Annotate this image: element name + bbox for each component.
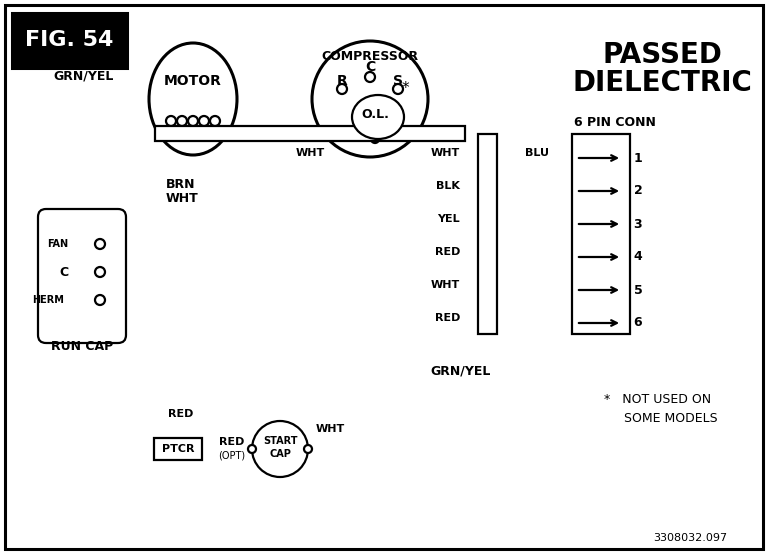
Text: BLU: BLU xyxy=(525,148,549,158)
Bar xyxy=(154,438,202,460)
Text: *   NOT USED ON
     SOME MODELS: * NOT USED ON SOME MODELS xyxy=(604,393,717,425)
Circle shape xyxy=(337,84,347,94)
Text: FIG. 54: FIG. 54 xyxy=(25,30,113,50)
Text: RED: RED xyxy=(435,247,460,257)
Circle shape xyxy=(166,116,176,126)
Circle shape xyxy=(248,445,256,453)
Text: HERM: HERM xyxy=(32,295,64,305)
Text: CAP: CAP xyxy=(269,449,291,459)
Text: C: C xyxy=(59,265,68,279)
Text: O.L.: O.L. xyxy=(361,109,389,121)
Text: PTCR: PTCR xyxy=(162,444,194,454)
Text: WHT: WHT xyxy=(166,192,199,206)
Text: S: S xyxy=(393,74,403,88)
Text: BRN: BRN xyxy=(166,177,196,191)
Text: START: START xyxy=(263,436,297,446)
Text: 6: 6 xyxy=(634,316,642,330)
Text: MOTOR: MOTOR xyxy=(164,74,222,88)
Text: 3: 3 xyxy=(634,218,642,230)
Circle shape xyxy=(188,116,198,126)
Text: GRN/YEL: GRN/YEL xyxy=(430,365,491,377)
Text: FAN: FAN xyxy=(47,239,68,249)
Ellipse shape xyxy=(352,95,404,139)
Text: C: C xyxy=(365,60,375,74)
Text: (OPT): (OPT) xyxy=(218,451,246,461)
Circle shape xyxy=(199,116,209,126)
Text: RED: RED xyxy=(168,409,194,419)
Circle shape xyxy=(95,267,105,277)
Text: 1: 1 xyxy=(634,151,642,165)
Text: DIELECTRIC: DIELECTRIC xyxy=(572,69,752,97)
Text: COMPRESSOR: COMPRESSOR xyxy=(322,50,419,64)
Bar xyxy=(572,134,630,334)
Text: WHT: WHT xyxy=(431,280,460,290)
Bar xyxy=(12,13,127,68)
Text: *: * xyxy=(401,81,409,96)
Text: RED: RED xyxy=(435,313,460,323)
Text: R: R xyxy=(336,74,347,88)
Circle shape xyxy=(393,84,403,94)
FancyBboxPatch shape xyxy=(38,209,126,343)
Circle shape xyxy=(177,116,187,126)
Text: RED: RED xyxy=(220,437,245,447)
Text: 2: 2 xyxy=(634,184,642,197)
Ellipse shape xyxy=(149,43,237,155)
Text: PASSED: PASSED xyxy=(602,41,722,69)
Circle shape xyxy=(95,239,105,249)
Circle shape xyxy=(304,445,312,453)
Circle shape xyxy=(210,116,220,126)
Text: 5: 5 xyxy=(634,284,642,296)
Bar xyxy=(478,134,497,334)
Text: 4: 4 xyxy=(634,250,642,264)
Circle shape xyxy=(365,72,375,82)
Circle shape xyxy=(312,41,428,157)
Bar xyxy=(155,126,465,141)
Circle shape xyxy=(252,421,308,477)
Circle shape xyxy=(95,295,105,305)
Text: YEL: YEL xyxy=(437,214,460,224)
Text: GRN/YEL: GRN/YEL xyxy=(53,69,114,83)
Text: WHT: WHT xyxy=(316,424,345,434)
Text: WHT: WHT xyxy=(431,148,460,158)
Text: RUN CAP: RUN CAP xyxy=(51,341,113,353)
Circle shape xyxy=(371,135,379,143)
Text: 6 PIN CONN: 6 PIN CONN xyxy=(574,115,656,129)
Text: 3308032.097: 3308032.097 xyxy=(653,533,727,543)
Text: BLK: BLK xyxy=(436,181,460,191)
Text: WHT: WHT xyxy=(296,148,325,158)
